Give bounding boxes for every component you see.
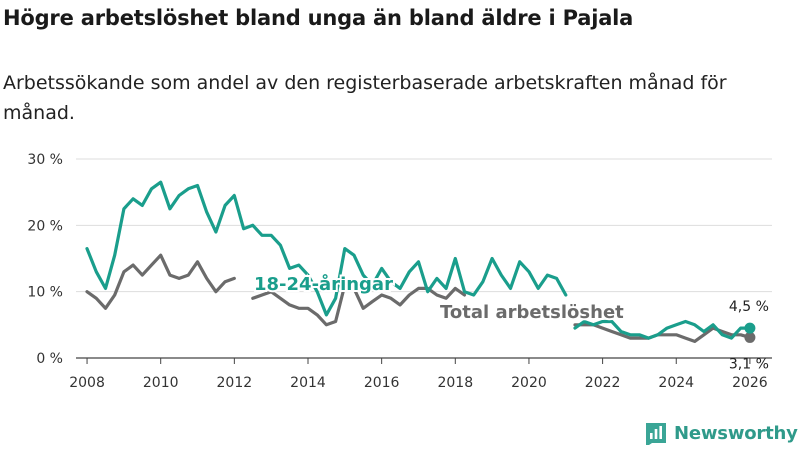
series-line-youth bbox=[85, 180, 568, 317]
x-tick-label: 2008 bbox=[69, 375, 105, 391]
y-tick-label: 20 % bbox=[27, 218, 63, 234]
series-label-total: Total arbetslöshet bbox=[440, 302, 624, 323]
series-label-youth: 18-24-åringar bbox=[254, 273, 393, 295]
x-tick-label: 2016 bbox=[364, 375, 400, 391]
y-tick-label: 0 % bbox=[36, 351, 63, 367]
y-tick-label: 10 % bbox=[27, 285, 63, 301]
end-point-total bbox=[744, 331, 756, 343]
x-tick-label: 2010 bbox=[143, 375, 179, 391]
x-tick-label: 2026 bbox=[732, 375, 768, 391]
x-tick-label: 2024 bbox=[658, 375, 694, 391]
page-title: Högre arbetslöshet bland unga än bland ä… bbox=[3, 6, 634, 30]
page-subtitle: Arbetssökande som andel av den registerb… bbox=[3, 72, 727, 124]
brand-logo: Newsworthy bbox=[644, 419, 798, 447]
series-line-youth bbox=[573, 319, 752, 340]
newsworthy-logo-icon bbox=[646, 423, 666, 445]
end-label-youth: 4,5 % bbox=[729, 299, 769, 315]
x-tick-label: 2014 bbox=[290, 375, 326, 391]
x-tick-label: 2018 bbox=[437, 375, 473, 391]
brand-name: Newsworthy bbox=[674, 422, 798, 444]
x-tick-label: 2022 bbox=[585, 375, 621, 391]
y-tick-label: 30 % bbox=[27, 152, 63, 168]
end-label-total: 3,1 % bbox=[729, 356, 769, 372]
x-tick-label: 2012 bbox=[217, 375, 253, 391]
series-line-total bbox=[85, 253, 236, 310]
end-point-youth bbox=[744, 322, 756, 334]
x-tick-label: 2020 bbox=[511, 375, 547, 391]
